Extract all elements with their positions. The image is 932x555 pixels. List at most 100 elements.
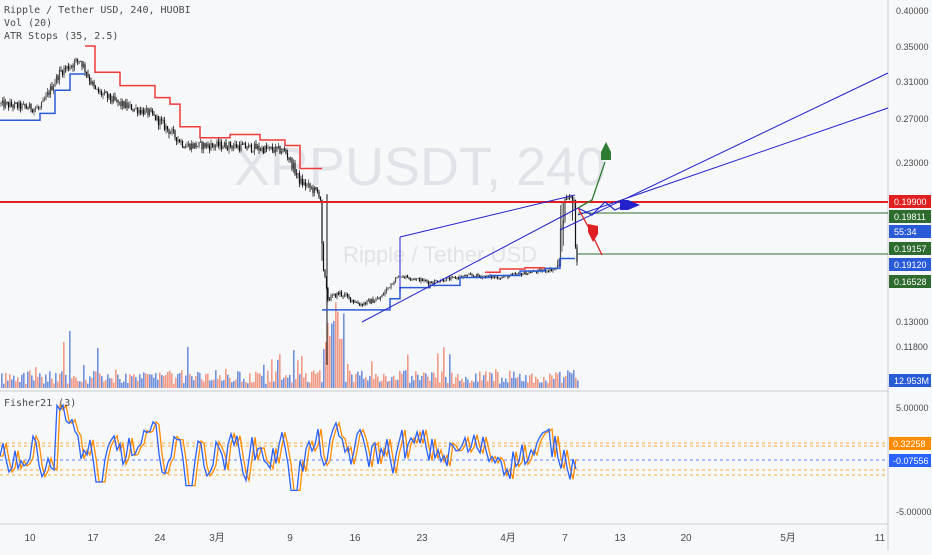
channel-bottom-line	[361, 207, 579, 323]
volume-bar	[433, 372, 435, 388]
legend-atr[interactable]: ATR Stops (35, 2.5)	[4, 31, 119, 42]
volume-bar	[423, 372, 425, 388]
candle-body	[244, 143, 247, 149]
legend-vol[interactable]: Vol (20)	[4, 18, 53, 29]
candle-body	[448, 277, 451, 280]
volume-bar	[311, 371, 313, 388]
fisher-badge-bg	[889, 437, 931, 450]
candle-body	[435, 280, 437, 282]
volume-bar	[575, 377, 577, 388]
volume-bar	[205, 374, 207, 388]
candle-body	[136, 108, 139, 114]
candle-body	[352, 299, 355, 303]
candle-body	[61, 70, 64, 76]
drawings[interactable]	[0, 72, 889, 323]
volume-bar	[235, 379, 237, 388]
candle-body	[528, 272, 530, 274]
volume-bar	[59, 373, 61, 388]
watermark-name: Ripple / Tether USD	[343, 242, 537, 267]
volume-bar	[419, 380, 421, 388]
fisher-legend[interactable]: Fisher21 (3)	[4, 398, 77, 409]
candle-body	[430, 281, 433, 283]
volume-bar	[383, 373, 385, 388]
candle-body	[187, 143, 190, 146]
candle-body	[210, 143, 212, 150]
volume-bar	[393, 375, 395, 388]
candle-body	[472, 275, 475, 277]
candle-body	[268, 146, 271, 149]
candle-body	[157, 116, 160, 126]
legend-title[interactable]: Ripple / Tether USD, 240, HUOBI	[4, 5, 191, 16]
candle-body	[211, 143, 214, 146]
candle-body	[436, 280, 439, 283]
fisher-badge-text: -0.07556	[893, 456, 929, 466]
candle-body	[331, 295, 334, 296]
volume-bar	[39, 373, 41, 388]
candle-body	[471, 274, 473, 276]
candle-body	[550, 268, 553, 272]
volume-bar	[279, 354, 281, 388]
candle-body	[415, 278, 418, 280]
candle-body	[469, 274, 472, 275]
volume-bar	[391, 377, 393, 388]
time-tick-label: 17	[87, 533, 99, 544]
volume-bar	[195, 376, 197, 388]
price-badge-bg	[889, 275, 931, 288]
candle-body	[294, 162, 296, 174]
price-tick-label: 0.13000	[896, 317, 929, 327]
fisher-tick-label: 5.00000	[896, 403, 929, 413]
candle-body	[78, 60, 80, 62]
candle-body	[216, 141, 218, 146]
candle-body	[199, 141, 202, 143]
candle-body	[214, 145, 217, 148]
volume-bar	[263, 364, 265, 388]
trend-line	[559, 72, 889, 231]
volume-bar	[233, 381, 235, 388]
volume-bar	[261, 375, 263, 388]
candle-body	[222, 147, 224, 149]
volume-bar	[317, 372, 319, 388]
candle-body	[549, 268, 551, 272]
candle-body	[393, 281, 395, 285]
volume-bar	[369, 376, 371, 388]
volume-bar	[361, 370, 363, 388]
candle-body	[424, 279, 427, 281]
candle-body	[475, 274, 478, 278]
candle-body	[118, 101, 121, 103]
rocket-side-icon	[620, 200, 640, 210]
volume-bar	[131, 376, 133, 388]
candle-body	[312, 187, 314, 193]
price-badge: 0.19811	[889, 210, 931, 223]
candle-body	[417, 278, 419, 279]
candle-body	[508, 275, 511, 278]
candle-body	[46, 92, 49, 96]
candle-body	[403, 276, 406, 278]
candle-body	[511, 273, 514, 275]
candle-body	[421, 278, 424, 281]
price-badge-text: 0.19811	[894, 212, 926, 222]
time-tick-label: 5月	[780, 532, 796, 544]
candle-body	[564, 198, 566, 221]
candle-body	[7, 102, 10, 108]
candle-body	[552, 269, 554, 272]
volume-bar	[343, 313, 345, 388]
candle-body	[336, 292, 338, 298]
candle-body	[114, 96, 116, 100]
candle-body	[375, 299, 377, 302]
volume-bar	[9, 374, 11, 388]
price-badge-text: 0.16528	[894, 277, 927, 287]
volume-bar	[241, 381, 243, 388]
volume-bar	[35, 367, 37, 388]
price-badge-text: 0.19120	[894, 260, 927, 270]
candle-body	[172, 129, 175, 131]
candle-body	[349, 297, 352, 302]
volume-bar	[459, 380, 461, 388]
volume-bar	[127, 383, 129, 388]
candle-body	[264, 146, 266, 153]
candle-body	[277, 146, 280, 149]
volume-bar	[169, 370, 171, 388]
volume-bar	[109, 378, 111, 388]
volume-bar	[455, 377, 457, 388]
